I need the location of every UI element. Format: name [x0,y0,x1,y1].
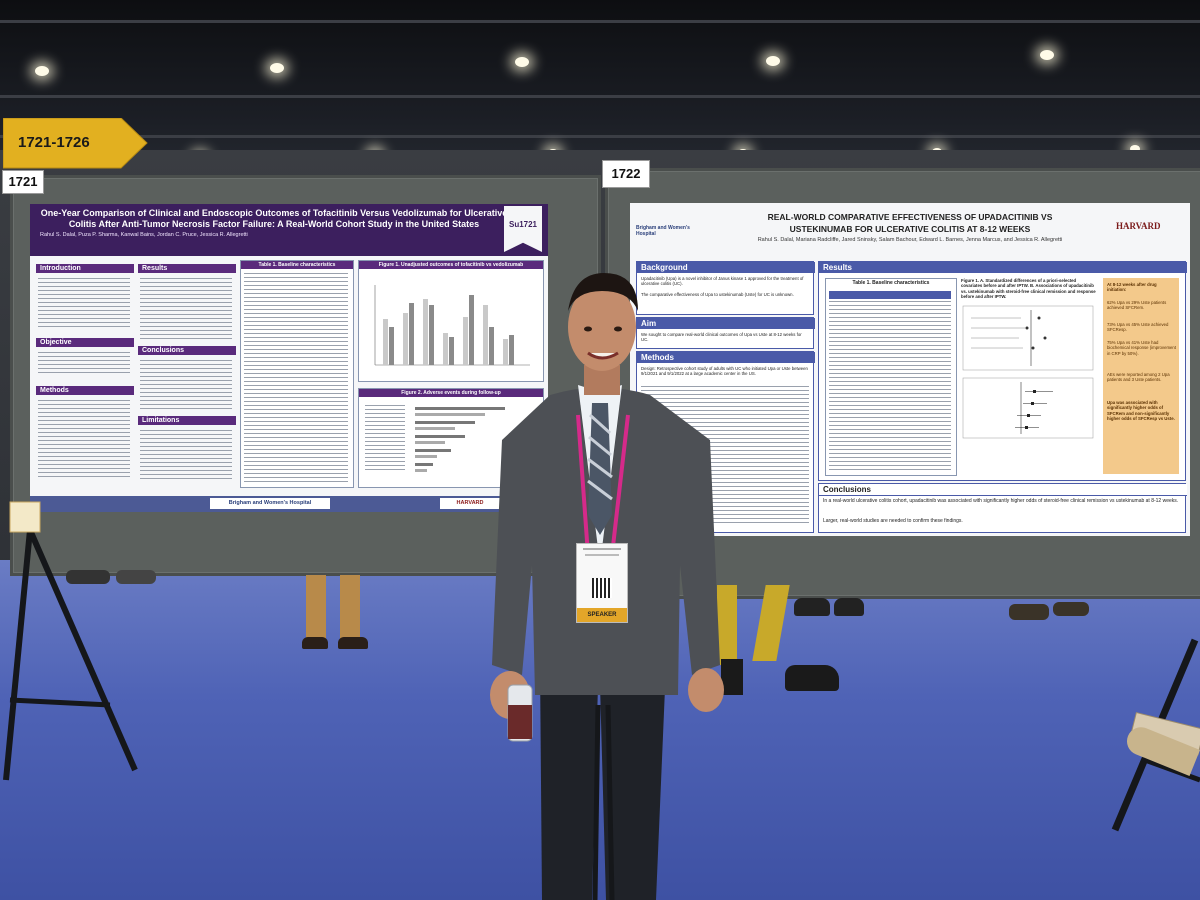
section-limitations: Limitations [138,416,236,425]
badge-ribbon: SPEAKER [577,608,627,622]
easel-stand-left [3,501,138,781]
section-results: Results [819,262,1187,273]
box-results: Results Table 1. Baseline characteristic… [818,261,1187,481]
name-badge: SPEAKER [576,543,628,623]
figure1-bar-chart [374,285,530,366]
conclusions-text [140,360,232,410]
poster-left-figure1: Figure 1. Unadjusted outcomes of tofacit… [358,260,544,382]
results-text [140,278,232,340]
section-methods: Methods [637,352,815,363]
poster-left-footer-logo2: HARVARD [440,498,500,509]
conclusions-text-2: Larger, real-world studies are needed to… [823,518,963,524]
ceiling-truss [0,20,1200,23]
poster-left-code: Su1721 [508,220,538,229]
key-finding-3: 73% Upa vs 45% Uste achieved SFCResp. [1107,322,1169,333]
objective-text [38,352,130,376]
methods-text [38,400,130,480]
section-aim: Aim [637,318,815,329]
background-person-legs [300,575,370,655]
ceiling-truss [0,135,1200,138]
methods-text: Design: Retrospective cohort study of ad… [641,366,808,377]
section-results: Results [138,264,236,273]
table-title: Table 1. Baseline characteristics [241,261,353,269]
conclusions-text-1: In a real-world ulcerative colitis cohor… [823,498,1179,504]
aim-text: We sought to compare real-world clinical… [641,332,802,343]
box-aim: Aim We sought to compare real-world clin… [636,317,815,349]
poster-right-title-line2: USTEKINUMAB FOR ULCERATIVE COLITIS AT 8-… [789,224,1031,234]
background-person-legs [715,585,845,695]
ceiling-light [1040,50,1054,60]
key-findings-box: At 8-12 weeks after drug initiation: 62%… [1103,278,1179,474]
poster-right-logo-left: Brigham and Women's Hospital [636,225,690,237]
section-introduction: Introduction [36,264,134,273]
introduction-text [38,278,130,328]
figure2-axis-labels [365,405,405,473]
poster-left-authors: Rahul S. Dalal, Puza P. Sharma, Kanwal B… [40,232,248,238]
poster-left-footer: Brigham and Women's Hospital HARVARD [30,496,548,512]
section-conclusions: Conclusions [138,346,236,355]
badge-qr-code [592,578,612,598]
results-table-title: Table 1. Baseline characteristics [826,279,956,287]
background-person-shoes [60,560,160,590]
box-conclusions: Conclusions In a real-world ulcerative c… [818,483,1187,533]
limitations-text [140,430,232,480]
ceiling-truss [0,95,1200,98]
results-forest-plot [962,305,1094,439]
key-finding-6: Upa was associated with significantly hi… [1107,400,1175,422]
poster-right-logo-right: HARVARD [1116,221,1161,231]
results-table: Table 1. Baseline characteristics [825,278,957,476]
key-finding-4: 75% Upa vs 41% Uste had biochemical resp… [1107,340,1177,356]
section-objective: Objective [36,338,134,347]
results-figure-title: Figure 1. A. Standardized differences of… [961,278,1096,300]
background-person-shoes [790,590,870,620]
poster-right-title-line1: REAL-WORLD COMPARATIVE EFFECTIVENESS OF … [767,212,1053,222]
direction-sign [3,118,148,169]
ceiling-light [766,56,780,66]
booth-number-1721: 1721 [2,170,44,194]
poster-left-table: Table 1. Baseline characteristics [240,260,354,488]
results-figure: Figure 1. A. Standardized differences of… [961,278,1097,474]
results-table-header-row [829,291,951,299]
presenter [490,273,724,900]
box-background: Background Upadacitinib (Upa) is a novel… [636,261,815,315]
table-rows [244,273,348,483]
ceiling-light [1130,145,1140,153]
ceiling [0,0,1200,175]
ceiling-light [270,63,284,73]
background-text-1: Upadacitinib (Upa) is a novel inhibitor … [641,276,804,287]
section-methods: Methods [36,386,134,395]
ceiling-light [35,66,49,76]
section-background: Background [637,262,815,273]
figure2-title: Figure 2. Adverse events during follow-u… [359,389,543,397]
figure1-title: Figure 1. Unadjusted outcomes of tofacit… [359,261,543,269]
background-text-2: The comparative effectiveness of Upa to … [641,292,794,297]
background-person-shoes [1005,598,1095,624]
direction-sign-label: 1721-1726 [18,134,90,151]
ceiling-light [515,57,529,67]
poster-left: One-Year Comparison of Clinical and Endo… [30,204,548,512]
poster-left-footer-logo: Brigham and Women's Hospital [210,498,330,509]
booth-number-1722: 1722 [602,160,650,188]
figure2-bar-chart [415,407,505,472]
poster-right-authors: Rahul S. Dalal, Mariana Radcliffe, Jared… [757,237,1063,243]
key-finding-2: 62% Upa vs 29% Uste patients achieved SF… [1107,300,1167,311]
results-table-rows [829,301,951,471]
poster-left-header: One-Year Comparison of Clinical and Endo… [30,204,548,256]
key-finding-1: At 8-12 weeks after drug initiation: [1107,282,1157,293]
poster-left-title: One-Year Comparison of Clinical and Endo… [40,208,508,229]
key-finding-5: AEs were reported among 2 Upa patients a… [1107,372,1170,383]
section-conclusions: Conclusions [819,484,1187,496]
